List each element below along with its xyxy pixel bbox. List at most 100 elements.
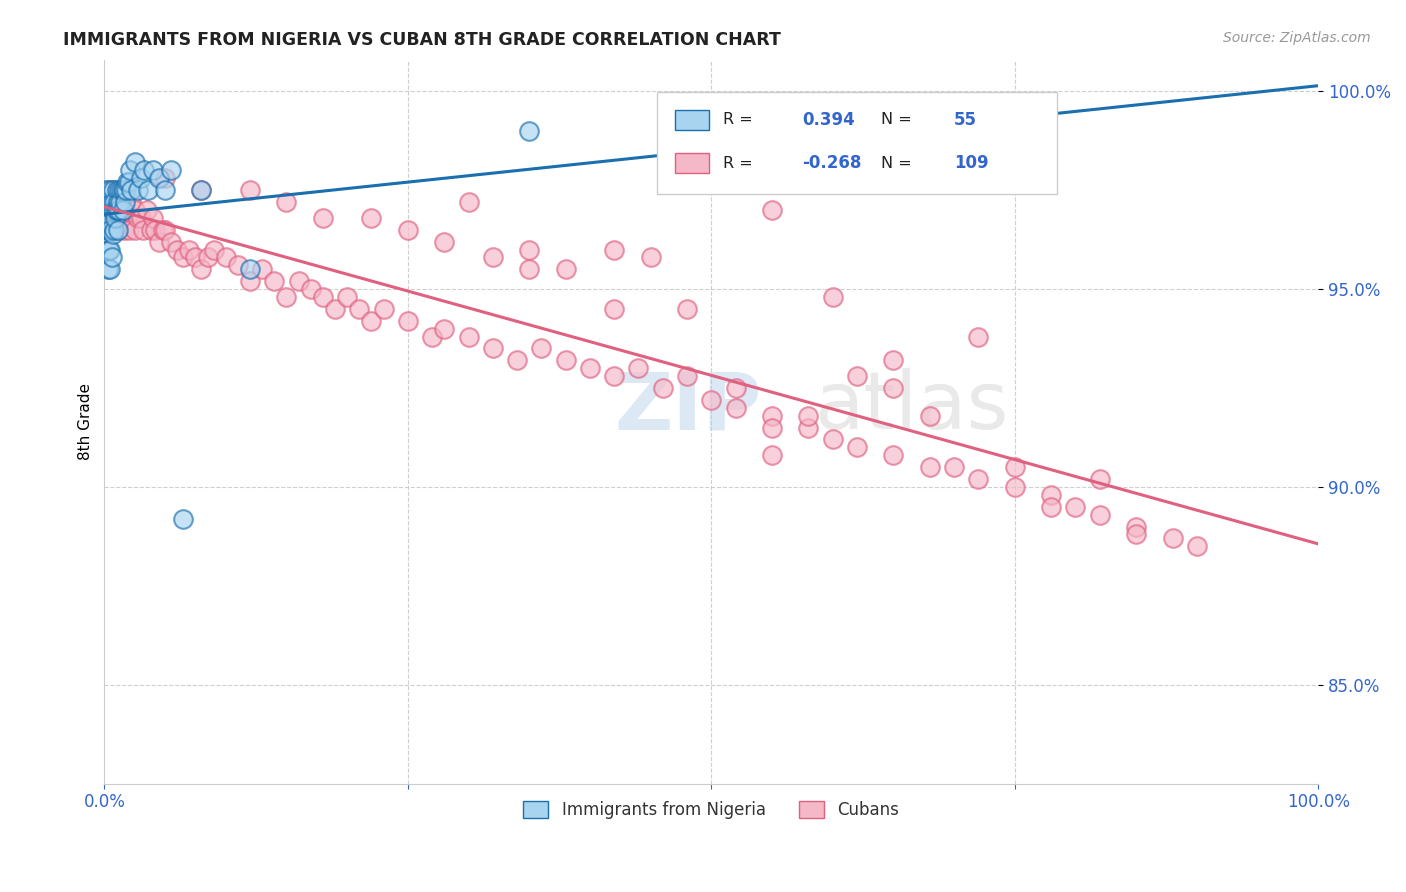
Cubans: [276, 290, 298, 304]
Text: IMMIGRANTS FROM NIGERIA VS CUBAN 8TH GRADE CORRELATION CHART: IMMIGRANTS FROM NIGERIA VS CUBAN 8TH GRA…: [63, 31, 782, 49]
Cubans: [396, 314, 419, 328]
Immigrants from Nigeria: [94, 202, 117, 217]
Cubans: [276, 195, 298, 210]
Cubans: [651, 381, 673, 395]
Cubans: [396, 223, 419, 237]
Immigrants from Nigeria: [142, 163, 165, 178]
Immigrants from Nigeria: [114, 195, 136, 210]
Cubans: [105, 202, 128, 217]
Cubans: [603, 301, 626, 316]
Immigrants from Nigeria: [108, 183, 131, 197]
Cubans: [190, 183, 212, 197]
Cubans: [250, 262, 273, 277]
Cubans: [166, 243, 188, 257]
Cubans: [821, 290, 844, 304]
Cubans: [108, 211, 131, 225]
Cubans: [101, 183, 124, 197]
Cubans: [882, 353, 904, 368]
Immigrants from Nigeria: [105, 183, 128, 197]
Cubans: [153, 171, 176, 186]
Cubans: [124, 202, 146, 217]
Cubans: [482, 251, 505, 265]
Cubans: [433, 235, 456, 249]
Cubans: [1004, 480, 1026, 494]
Bar: [675, 153, 709, 173]
Cubans: [506, 353, 529, 368]
Cubans: [135, 202, 157, 217]
Cubans: [152, 223, 174, 237]
Cubans: [517, 243, 540, 257]
Cubans: [336, 290, 359, 304]
Cubans: [420, 329, 443, 343]
Cubans: [1125, 527, 1147, 541]
Immigrants from Nigeria: [118, 175, 141, 189]
Cubans: [139, 223, 162, 237]
Immigrants from Nigeria: [98, 243, 121, 257]
Cubans: [882, 381, 904, 395]
Cubans: [127, 211, 149, 225]
Cubans: [239, 274, 262, 288]
Cubans: [846, 441, 869, 455]
Immigrants from Nigeria: [105, 202, 128, 217]
Cubans: [846, 369, 869, 384]
Cubans: [724, 401, 747, 415]
Cubans: [554, 353, 576, 368]
Text: -0.268: -0.268: [803, 154, 862, 172]
Cubans: [918, 460, 941, 475]
Cubans: [349, 301, 371, 316]
Text: N =: N =: [882, 112, 912, 128]
Cubans: [179, 243, 201, 257]
Cubans: [676, 369, 699, 384]
Cubans: [197, 251, 219, 265]
Cubans: [603, 243, 626, 257]
Cubans: [1040, 488, 1063, 502]
Immigrants from Nigeria: [100, 243, 122, 257]
Cubans: [118, 223, 141, 237]
Cubans: [112, 223, 135, 237]
Cubans: [761, 448, 783, 462]
Immigrants from Nigeria: [120, 183, 142, 197]
Cubans: [124, 223, 146, 237]
Cubans: [603, 369, 626, 384]
Immigrants from Nigeria: [96, 223, 118, 237]
Cubans: [202, 243, 225, 257]
FancyBboxPatch shape: [657, 92, 1057, 194]
Immigrants from Nigeria: [118, 163, 141, 178]
Immigrants from Nigeria: [108, 202, 131, 217]
Immigrants from Nigeria: [100, 202, 122, 217]
Text: 55: 55: [955, 111, 977, 128]
Cubans: [100, 202, 122, 217]
Immigrants from Nigeria: [239, 262, 262, 277]
Immigrants from Nigeria: [98, 211, 121, 225]
Immigrants from Nigeria: [111, 183, 134, 197]
Cubans: [1088, 472, 1111, 486]
Legend: Immigrants from Nigeria, Cubans: Immigrants from Nigeria, Cubans: [517, 795, 905, 826]
Cubans: [172, 251, 194, 265]
Cubans: [1040, 500, 1063, 514]
Cubans: [132, 223, 155, 237]
Cubans: [517, 262, 540, 277]
Cubans: [579, 361, 602, 376]
Cubans: [299, 282, 322, 296]
Cubans: [1185, 539, 1208, 553]
Cubans: [1088, 508, 1111, 522]
Immigrants from Nigeria: [98, 223, 121, 237]
Immigrants from Nigeria: [105, 202, 128, 217]
Cubans: [797, 420, 820, 434]
Cubans: [226, 258, 249, 272]
Immigrants from Nigeria: [100, 262, 122, 277]
Cubans: [142, 211, 165, 225]
Cubans: [323, 301, 346, 316]
Bar: [675, 110, 709, 130]
Immigrants from Nigeria: [100, 251, 122, 265]
Cubans: [918, 409, 941, 423]
Cubans: [153, 223, 176, 237]
Text: R =: R =: [724, 155, 754, 170]
Immigrants from Nigeria: [112, 183, 135, 197]
Immigrants from Nigeria: [103, 195, 125, 210]
Cubans: [148, 235, 170, 249]
Text: N =: N =: [882, 155, 912, 170]
Cubans: [967, 329, 990, 343]
Cubans: [700, 392, 723, 407]
Cubans: [120, 195, 142, 210]
